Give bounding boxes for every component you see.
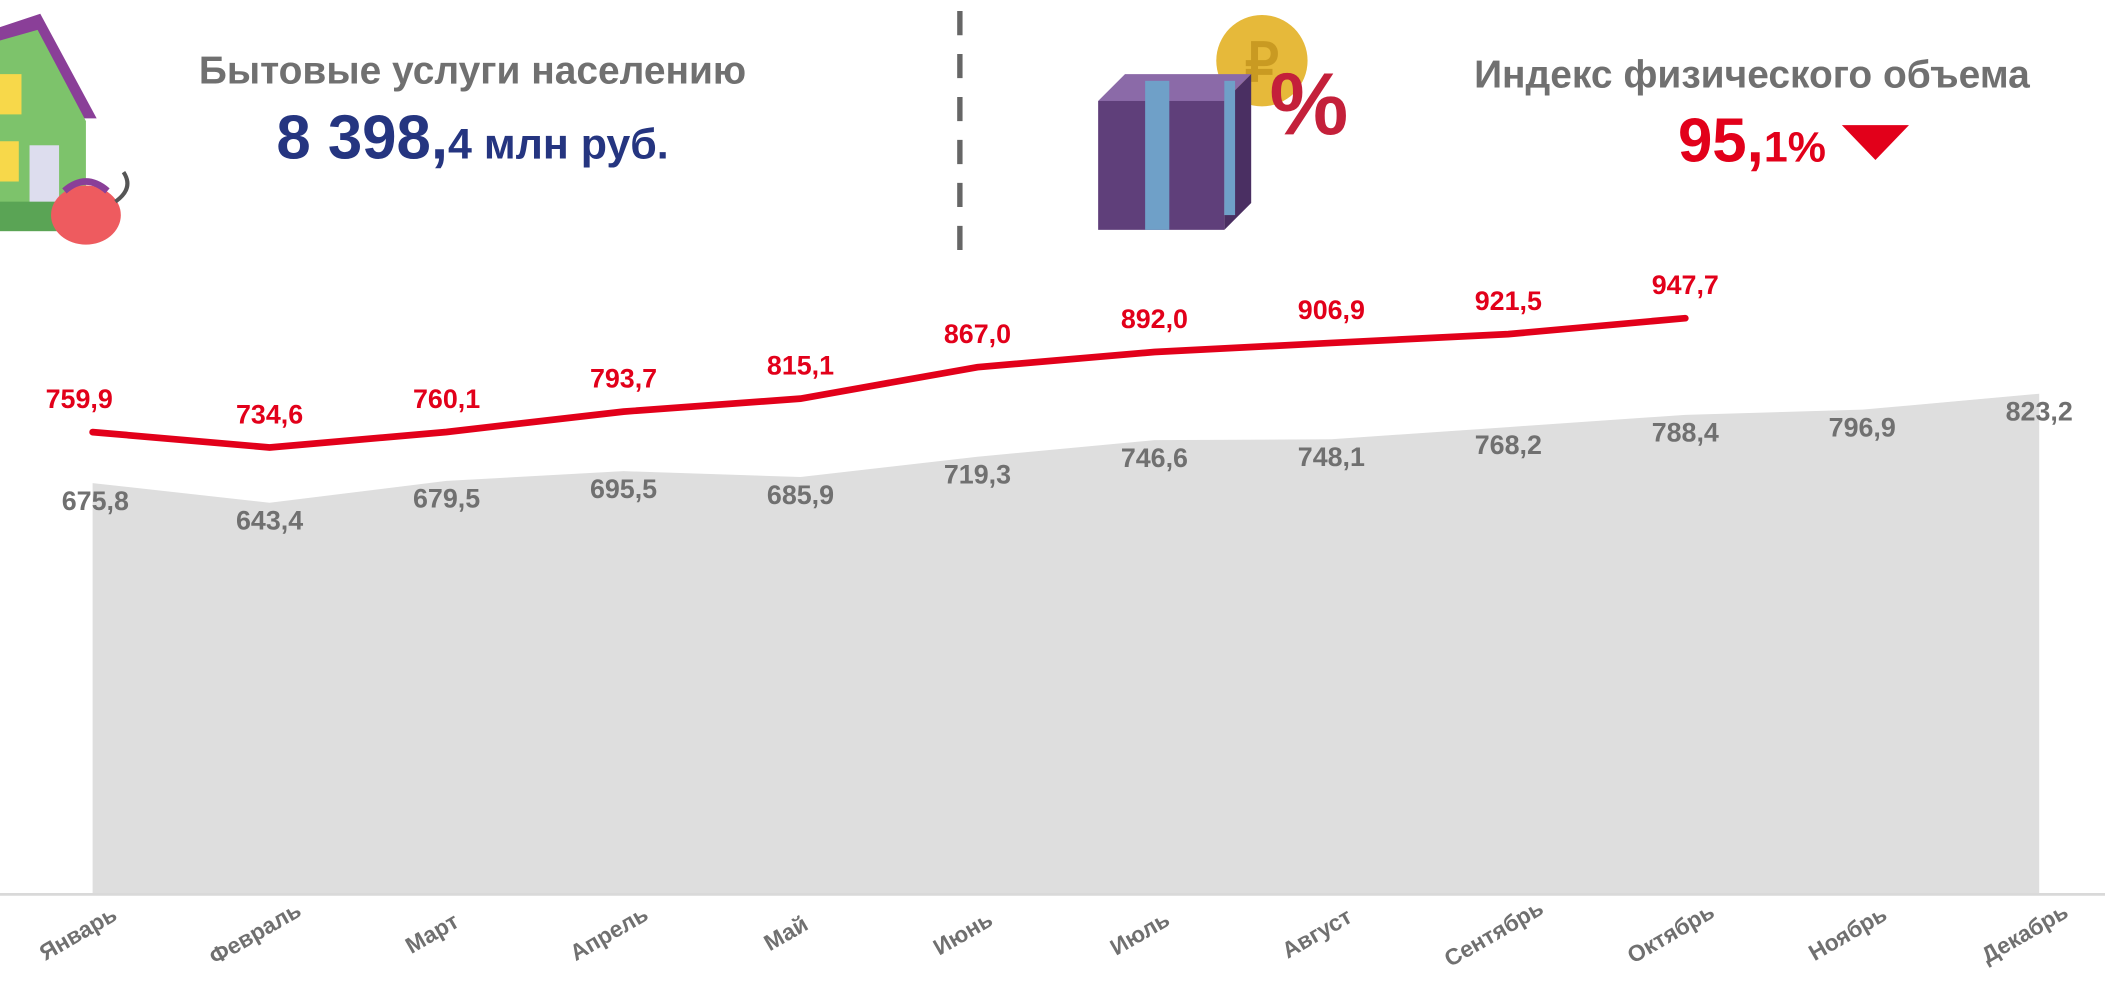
x-tick-label: Февраль (204, 896, 305, 969)
value-label: 695,5 (590, 474, 657, 504)
right-value: 95,1% (1678, 106, 1826, 175)
value-label: 746,6 (1121, 443, 1188, 473)
value-label: 679,5 (413, 484, 480, 514)
value-label: 823,2 (2006, 397, 2073, 427)
value-label: 768,2 (1475, 430, 1542, 460)
line (89, 314, 1689, 451)
value-label: 867,0 (944, 319, 1011, 349)
x-tick-label: Март (401, 908, 463, 959)
value-label: 892,0 (1121, 304, 1188, 334)
value-label: 788,4 (1652, 418, 1719, 448)
value-label: 643,4 (236, 506, 303, 536)
left-value-main: 8 398, (276, 104, 448, 173)
x-tick-label: Ноябрь (1804, 900, 1891, 965)
x-tick-label: Декабрь (1977, 898, 2073, 968)
x-tick-label: Август (1277, 903, 1356, 964)
right-value-main: 95, (1678, 106, 1764, 175)
value-label: 906,9 (1298, 295, 1365, 325)
right-value-rest: 1% (1764, 123, 1826, 171)
x-tick-label: Январь (35, 901, 121, 966)
value-label: 719,3 (944, 460, 1011, 490)
percent-symbol: % (1270, 55, 1349, 154)
left-value-rest: 4 млн руб. (448, 121, 669, 169)
right-title: Индекс физического объема (1474, 54, 2030, 97)
value-label: 734,6 (236, 399, 303, 429)
x-tick-label: Апрель (565, 900, 652, 965)
area (92, 393, 2040, 894)
value-label: 796,9 (1829, 413, 1896, 443)
x-tick-label: Июнь (929, 906, 997, 960)
value-label: 793,7 (590, 363, 657, 393)
x-tick-label: Май (759, 910, 812, 956)
value-label: 947,7 (1652, 270, 1719, 300)
value-label: 748,1 (1298, 442, 1365, 472)
gift-icon: ₽ % (1098, 15, 1348, 230)
value-label: 759,9 (46, 384, 113, 414)
x-tick-label: Октябрь (1623, 898, 1719, 968)
left-value: 8 398,4 млн руб. (276, 104, 668, 173)
value-label: 685,9 (767, 480, 834, 510)
x-tick-label: Сентябрь (1440, 894, 1548, 971)
x-tick-label: Июль (1106, 906, 1174, 960)
value-label: 921,5 (1475, 286, 1542, 316)
value-label: 815,1 (767, 350, 834, 380)
down-arrow (1841, 125, 1909, 161)
left-title: Бытовые услуги населению (199, 50, 746, 93)
house-icon (0, 13, 130, 245)
value-label: 760,1 (413, 384, 480, 414)
value-label: 675,8 (62, 486, 129, 516)
